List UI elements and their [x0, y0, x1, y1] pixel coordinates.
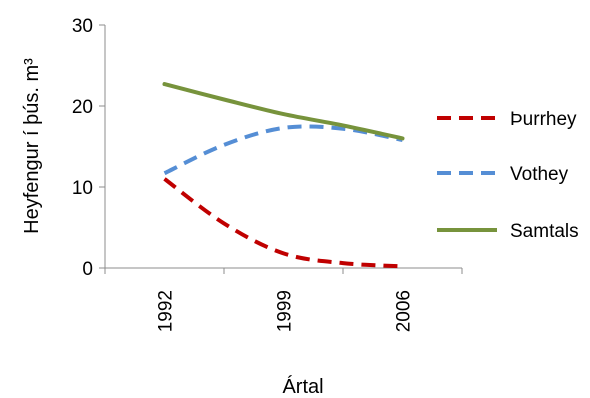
y-tick-label: 20	[72, 97, 93, 118]
x-tick-label: 2006	[394, 290, 415, 332]
legend-label: Vothey	[510, 164, 569, 185]
y-ticks: 0 10 20 30	[72, 16, 105, 280]
x-ticks: 1992 1999 2006	[104, 268, 463, 332]
series-line-samtals	[162, 82, 405, 141]
series-lines	[162, 82, 405, 269]
y-tick-label: 0	[82, 259, 93, 280]
axes	[104, 25, 462, 269]
series-line-vothey	[163, 124, 403, 176]
y-tick-label: 30	[72, 16, 93, 37]
legend-label: Samtals	[510, 221, 579, 242]
legend-label: Þurrhey	[510, 109, 577, 130]
y-tick-label: 10	[72, 178, 93, 199]
y-axis-title: Heyfengur í þús. m³	[21, 58, 43, 234]
x-tick-label: 1992	[156, 290, 177, 332]
x-axis-title: Ártal	[282, 375, 323, 398]
series-line-þurrhey	[163, 177, 403, 269]
x-tick-label: 1999	[275, 290, 296, 332]
legend: Þurrhey Vothey Samtals	[437, 109, 579, 242]
